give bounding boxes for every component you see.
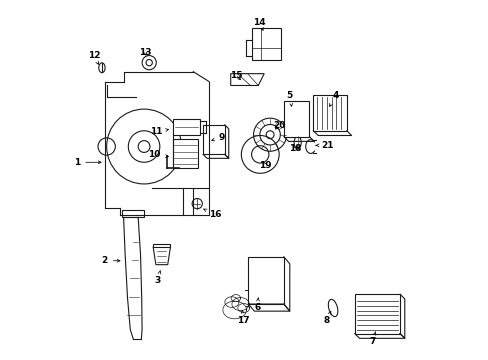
Bar xyxy=(122,210,144,217)
Text: 4: 4 xyxy=(329,91,338,107)
Bar xyxy=(172,139,198,168)
Bar xyxy=(354,294,399,334)
Text: 5: 5 xyxy=(286,91,292,106)
Bar xyxy=(251,28,281,60)
Text: 2: 2 xyxy=(102,256,120,265)
Text: 3: 3 xyxy=(154,270,161,285)
Text: 19: 19 xyxy=(258,161,271,170)
Bar xyxy=(172,119,200,135)
Text: 9: 9 xyxy=(211,133,224,142)
Bar xyxy=(203,125,224,154)
Text: 12: 12 xyxy=(88,51,100,64)
Bar xyxy=(153,244,170,247)
Polygon shape xyxy=(230,74,264,85)
Bar xyxy=(313,95,346,131)
Text: 7: 7 xyxy=(368,332,375,346)
Text: 1: 1 xyxy=(74,158,101,167)
Text: 10: 10 xyxy=(148,150,168,159)
Text: 6: 6 xyxy=(254,298,260,312)
Text: 21: 21 xyxy=(315,141,334,150)
Text: 16: 16 xyxy=(203,209,221,219)
Text: 8: 8 xyxy=(323,311,330,325)
Text: 14: 14 xyxy=(253,18,265,30)
Text: 17: 17 xyxy=(237,310,249,325)
Text: 20: 20 xyxy=(272,121,285,130)
Text: 18: 18 xyxy=(288,144,301,153)
Bar xyxy=(248,257,284,304)
Bar xyxy=(284,101,309,137)
Polygon shape xyxy=(153,247,170,265)
Text: 11: 11 xyxy=(149,127,168,136)
Text: 13: 13 xyxy=(139,48,151,57)
Text: 15: 15 xyxy=(230,71,243,80)
